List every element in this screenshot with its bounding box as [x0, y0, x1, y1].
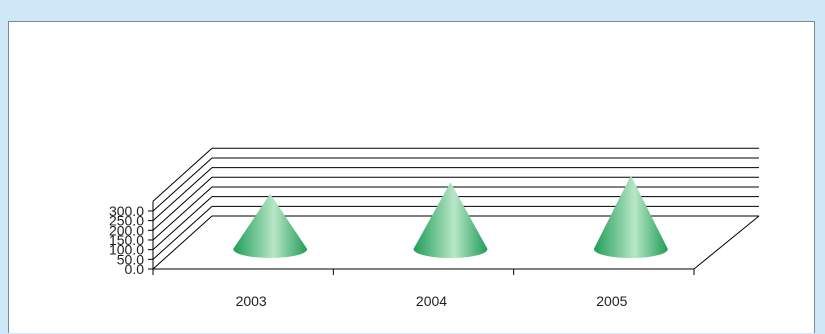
- gridline-side: [152, 147, 213, 202]
- gridline-side: [152, 215, 213, 270]
- gridline-side: [152, 205, 213, 260]
- gridlines: [152, 147, 759, 270]
- gridline-side: [152, 176, 213, 231]
- x-tick-label: 2003: [236, 293, 267, 309]
- floor-right-edge: [693, 215, 760, 270]
- cones: [233, 175, 668, 258]
- axes: [148, 201, 760, 275]
- gridline-side: [152, 196, 213, 251]
- x-tick-label: 2005: [596, 293, 627, 309]
- chart-frame: 0.0 50.0 100.0 150.0 200.0 250.0 300.0 2003 2004…: [8, 21, 815, 333]
- gridline-side: [152, 186, 213, 241]
- y-tick-label: 300.0: [109, 203, 144, 219]
- y-tick-label: 150.0: [109, 232, 144, 248]
- y-tick-label: 0.0: [125, 261, 145, 277]
- y-tick-label: 250.0: [109, 213, 144, 229]
- x-tick-label: 2004: [416, 293, 447, 309]
- y-tick-label: 100.0: [109, 242, 144, 258]
- cone-bar: [413, 182, 488, 258]
- cone-bar: [233, 193, 308, 258]
- gridline-side: [152, 157, 213, 212]
- y-tick-label: 50.0: [117, 251, 144, 267]
- cone-bar: [593, 175, 668, 258]
- gridline-side: [152, 167, 213, 221]
- y-tick-label: 200.0: [109, 222, 144, 238]
